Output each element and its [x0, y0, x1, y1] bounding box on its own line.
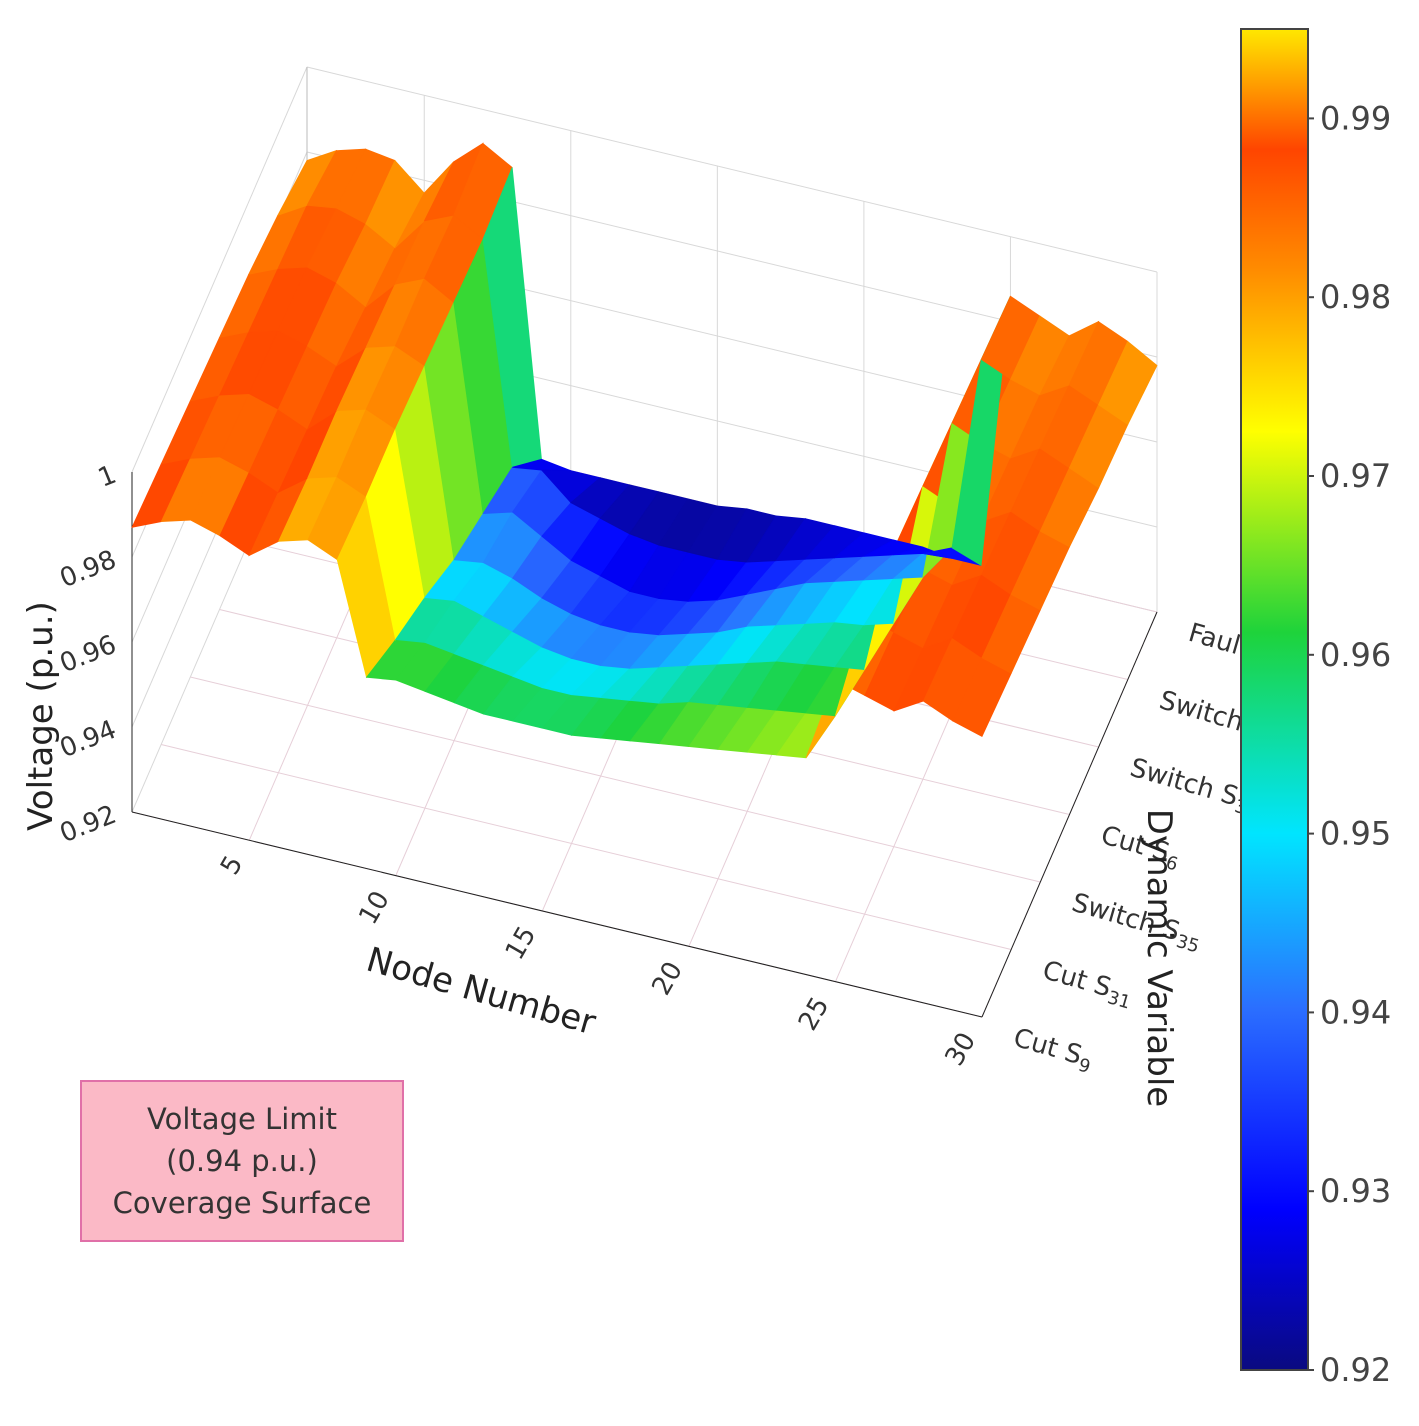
z-tick-label: 0.92: [56, 800, 121, 850]
colorbar-tick-label: 0.92: [1320, 1351, 1391, 1389]
colorbar-tick-label: 0.93: [1320, 1172, 1391, 1210]
colorbar-tick-label: 0.97: [1320, 457, 1391, 495]
annotation-line-3: Coverage Surface: [112, 1186, 372, 1221]
colorbar-gradient: [1240, 28, 1309, 1371]
x-tick-label: 20: [646, 957, 689, 1001]
colorbar-tick-label: 0.95: [1320, 815, 1391, 853]
z-tick-label: 0.98: [56, 545, 121, 595]
annotation-line-1: Voltage Limit: [147, 1101, 337, 1136]
x-axis-title: Node Number: [362, 940, 600, 1044]
colorbar-tick-label: 0.94: [1320, 993, 1391, 1031]
colorbar-tick-label: 0.96: [1320, 636, 1391, 674]
colorbar-tick-label: 0.98: [1320, 278, 1391, 316]
x-tick-label: 5: [215, 851, 249, 880]
x-tick-label: 25: [793, 992, 836, 1036]
voltage-surface: [131, 142, 1158, 759]
surface-cell: [1097, 340, 1158, 426]
z-tick-label: 0.96: [56, 630, 121, 680]
x-tick-label: 30: [940, 1028, 983, 1072]
voltage-limit-annotation: Voltage Limit (0.94 p.u.) Coverage Surfa…: [80, 1080, 404, 1242]
y-axis-title: Dynamic Variable: [1139, 809, 1179, 1107]
z-axis-title: Voltage (p.u.): [21, 601, 61, 831]
colorbar: 0.92 0.93 0.94 0.95 0.96 0.97 0.98 0.99: [1240, 28, 1391, 1389]
y-tick-label: Cut S31: [1038, 955, 1136, 1013]
x-tick-label: 15: [500, 921, 543, 965]
z-tick-label: 0.94: [56, 715, 121, 765]
colorbar-tick-label: 0.99: [1320, 99, 1391, 137]
annotation-line-2: (0.94 p.u.): [166, 1143, 318, 1178]
y-tick-label: Switch S35: [1067, 888, 1205, 958]
y-tick-label: Cut S9: [1009, 1023, 1096, 1078]
x-tick-label: 10: [353, 886, 396, 930]
z-tick-label: 1: [94, 460, 121, 494]
